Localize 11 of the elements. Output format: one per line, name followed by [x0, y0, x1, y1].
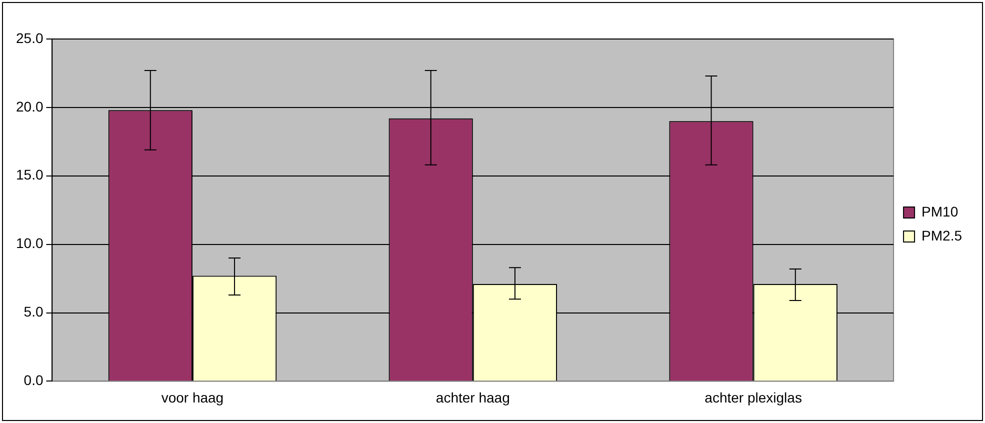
x-tick-label: voor haag [161, 389, 224, 406]
y-tick-label: 0.0 [24, 372, 44, 388]
y-tick-label: 5.0 [24, 304, 44, 320]
y-tick-label: 25.0 [16, 30, 44, 46]
y-tick-label: 20.0 [16, 98, 44, 114]
y-tick-label: 15.0 [16, 166, 44, 183]
legend-label: PM2.5 [922, 227, 962, 244]
legend-label: PM10 [922, 203, 958, 220]
y-tick-label: 10.0 [16, 235, 44, 252]
x-tick-label: achter haag [436, 389, 510, 406]
x-tick-label: achter plexiglas [704, 389, 802, 406]
